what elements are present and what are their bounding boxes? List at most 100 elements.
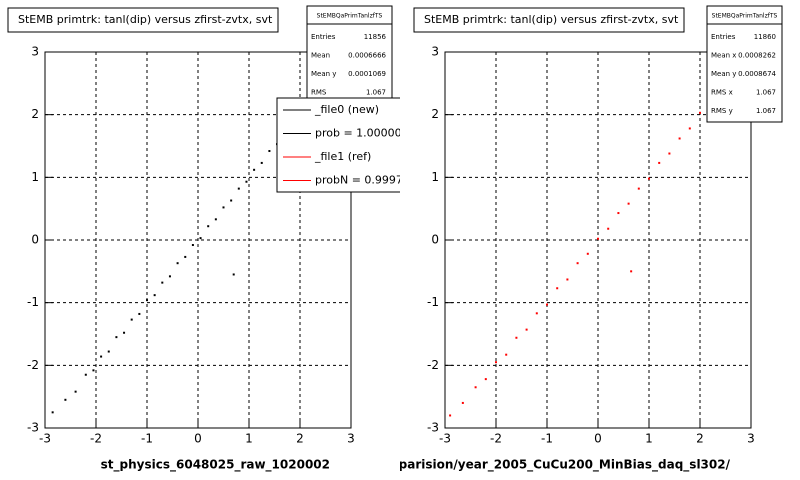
- point: [627, 202, 630, 205]
- y-tick-label: 3: [431, 45, 439, 59]
- x-tick-label: -3: [439, 432, 451, 446]
- chart-title: StEMB primtrk: tanl(dip) versus zfirst-z…: [18, 13, 273, 26]
- y-tick-label: 3: [31, 45, 39, 59]
- y-tick-label: 2: [31, 107, 39, 121]
- y-tick-label: 0: [431, 233, 439, 247]
- x-tick-label: -3: [39, 432, 51, 446]
- x-tick-label: -1: [541, 432, 553, 446]
- y-tick-label: 1: [431, 170, 439, 184]
- y-tick-label: -3: [27, 421, 39, 435]
- x-tick-label: -2: [90, 432, 102, 446]
- x-axis-title: st_physics_6048025_raw_1020002: [101, 458, 330, 473]
- point: [637, 187, 640, 190]
- point: [222, 206, 225, 209]
- point: [607, 227, 610, 230]
- stats-label: Mean: [311, 52, 330, 60]
- y-tick-label: -1: [27, 295, 39, 309]
- point: [130, 318, 133, 321]
- stats-label: RMS: [311, 89, 327, 97]
- stats-box: [706, 5, 783, 123]
- stats-label: Entries: [711, 33, 736, 41]
- point: [699, 111, 701, 114]
- x-axis-title: mparision/year_2005_CuCu200_MinBias_daq_…: [386, 458, 730, 473]
- x-tick-label: 3: [347, 432, 355, 446]
- y-tick-label: 2: [431, 107, 439, 121]
- point: [617, 212, 620, 215]
- point: [51, 411, 54, 414]
- point: [230, 199, 233, 202]
- point: [237, 187, 240, 190]
- stats-title: StEMBQaPrimTanlzfTS: [317, 13, 383, 20]
- stats-value: 11856: [364, 33, 387, 41]
- point: [678, 137, 681, 140]
- point: [668, 152, 671, 155]
- point: [556, 287, 559, 290]
- point: [176, 262, 179, 265]
- point: [146, 299, 148, 302]
- title-box: [7, 7, 279, 33]
- point: [191, 244, 194, 247]
- stats-value: 1.067: [756, 107, 776, 115]
- point: [84, 373, 87, 376]
- point: [100, 355, 103, 358]
- y-tick-label: -2: [427, 358, 439, 372]
- point: [107, 350, 110, 353]
- pad: -3 -2 -1 0 1 2 3 -3 -2 -1 0 1 2 3 st_physics_6048025_r…: [7, 5, 410, 473]
- point: [648, 177, 650, 180]
- point: [207, 225, 210, 228]
- point: [630, 270, 633, 273]
- point: [546, 303, 548, 306]
- x-tick-label: 0: [594, 432, 602, 446]
- legend-label: prob = 1.000000: [315, 127, 409, 140]
- point: [138, 312, 141, 315]
- x-tick-label: 2: [296, 432, 304, 446]
- point: [199, 237, 202, 240]
- y-tick-label: -3: [427, 421, 439, 435]
- stats-value: 0.0001069: [348, 70, 386, 78]
- stats-label: RMS y: [711, 107, 733, 115]
- point: [505, 353, 508, 356]
- legend-box: [276, 97, 400, 193]
- x-tick-label: -2: [490, 432, 502, 446]
- point: [92, 369, 95, 372]
- point: [525, 328, 528, 331]
- y-tick-label: 1: [31, 170, 39, 184]
- point: [161, 281, 164, 284]
- point: [232, 273, 235, 276]
- x-tick-label: 3: [747, 432, 755, 446]
- stats-value: 0.0008674: [738, 70, 776, 78]
- x-tick-label: 0: [194, 432, 202, 446]
- stats-label: RMS x: [711, 89, 733, 97]
- stats-label: Mean y: [311, 70, 336, 78]
- stats-value: 0.0006666: [348, 52, 386, 60]
- x-tick-label: 2: [696, 432, 704, 446]
- point: [268, 150, 271, 153]
- legend-label: _file0 (new): [314, 103, 379, 116]
- legend-label: probN = 0.99978: [315, 174, 410, 187]
- stats-value: 11860: [754, 33, 776, 41]
- point: [260, 161, 263, 164]
- point: [495, 361, 497, 364]
- title-box: [413, 7, 685, 33]
- point: [184, 255, 187, 258]
- legend-label: _file1 (ref): [314, 150, 371, 163]
- y-tick-label: -1: [427, 295, 439, 309]
- stats-value: 1.067: [756, 89, 776, 97]
- point: [168, 275, 171, 278]
- point: [484, 378, 487, 381]
- point: [461, 401, 464, 404]
- point: [449, 414, 452, 417]
- x-tick-label: -1: [141, 432, 153, 446]
- stats-label: Mean x: [711, 52, 736, 60]
- point: [74, 390, 77, 393]
- stats-label: Entries: [311, 33, 336, 41]
- point: [688, 127, 691, 130]
- point: [566, 278, 569, 281]
- point: [576, 262, 579, 265]
- stats-title: StEMBQaPrimTanlzfTS: [712, 13, 778, 20]
- x-tick-label: 1: [645, 432, 653, 446]
- stats-value: 0.0008262: [738, 52, 776, 60]
- point: [123, 331, 126, 334]
- chart-title: StEMB primtrk: tanl(dip) versus zfirst-z…: [424, 13, 679, 26]
